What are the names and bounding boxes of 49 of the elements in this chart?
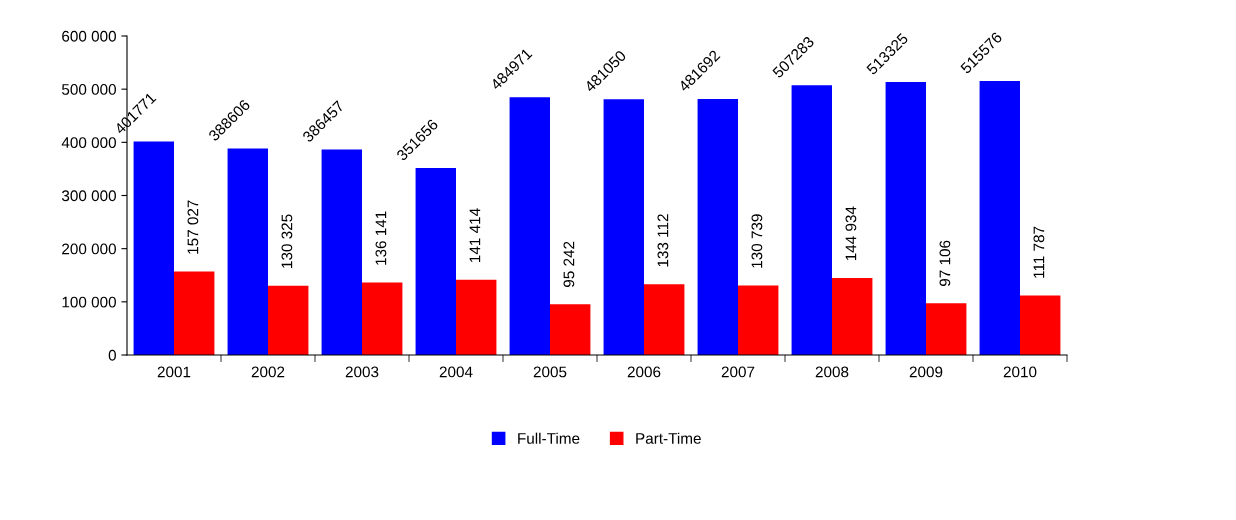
x-tick-label: 2002 [251,366,285,378]
bar [415,168,456,355]
x-tick-label: 2010 [1003,366,1037,378]
x-tick-label: 2007 [721,366,755,378]
legend-label: Part-Time [636,432,701,444]
legend-label: Full-Time [518,432,580,444]
bar [979,80,1020,355]
x-tick-label: 2009 [909,366,943,378]
bar [321,149,362,355]
bar [174,271,215,355]
x-tick-label: 2008 [815,366,849,378]
bar [362,282,403,355]
x-tick-label: 2004 [439,366,473,378]
bar [832,277,873,355]
bar [644,284,685,355]
data-label: 130 739 [751,214,763,268]
data-label: 133 112 [657,214,669,267]
data-label: 157 027 [187,200,199,254]
bar [227,148,268,355]
y-tick-label: 600 000 [62,30,116,42]
bar [509,97,550,355]
bar [550,304,591,355]
bar [133,141,174,355]
data-label: 111 787 [1033,226,1045,278]
data-label: 136 141 [375,211,387,265]
y-tick-label: 100 000 [62,296,116,308]
data-label: 141 414 [469,208,481,262]
x-tick-label: 2005 [533,366,567,378]
y-tick-label: 0 [108,349,116,361]
x-tick-label: 2001 [157,366,191,378]
data-label: 95 242 [563,241,575,287]
y-tick-label: 200 000 [62,243,116,255]
bar [603,99,644,355]
bar [791,85,832,355]
x-tick-label: 2006 [627,366,661,378]
bar [738,285,779,355]
y-tick-label: 400 000 [61,137,116,149]
bar [1020,295,1061,355]
y-tick-label: 500 000 [61,84,116,95]
bar [926,303,967,355]
x-tick-label: 2003 [345,366,379,378]
bar [456,279,497,355]
y-tick-label: 300 000 [61,190,116,202]
bar [268,285,309,355]
bar [885,82,926,355]
data-label: 144 934 [845,206,857,261]
bar [697,98,738,355]
data-label: 97 106 [939,240,951,286]
data-label: 130 325 [281,214,293,268]
